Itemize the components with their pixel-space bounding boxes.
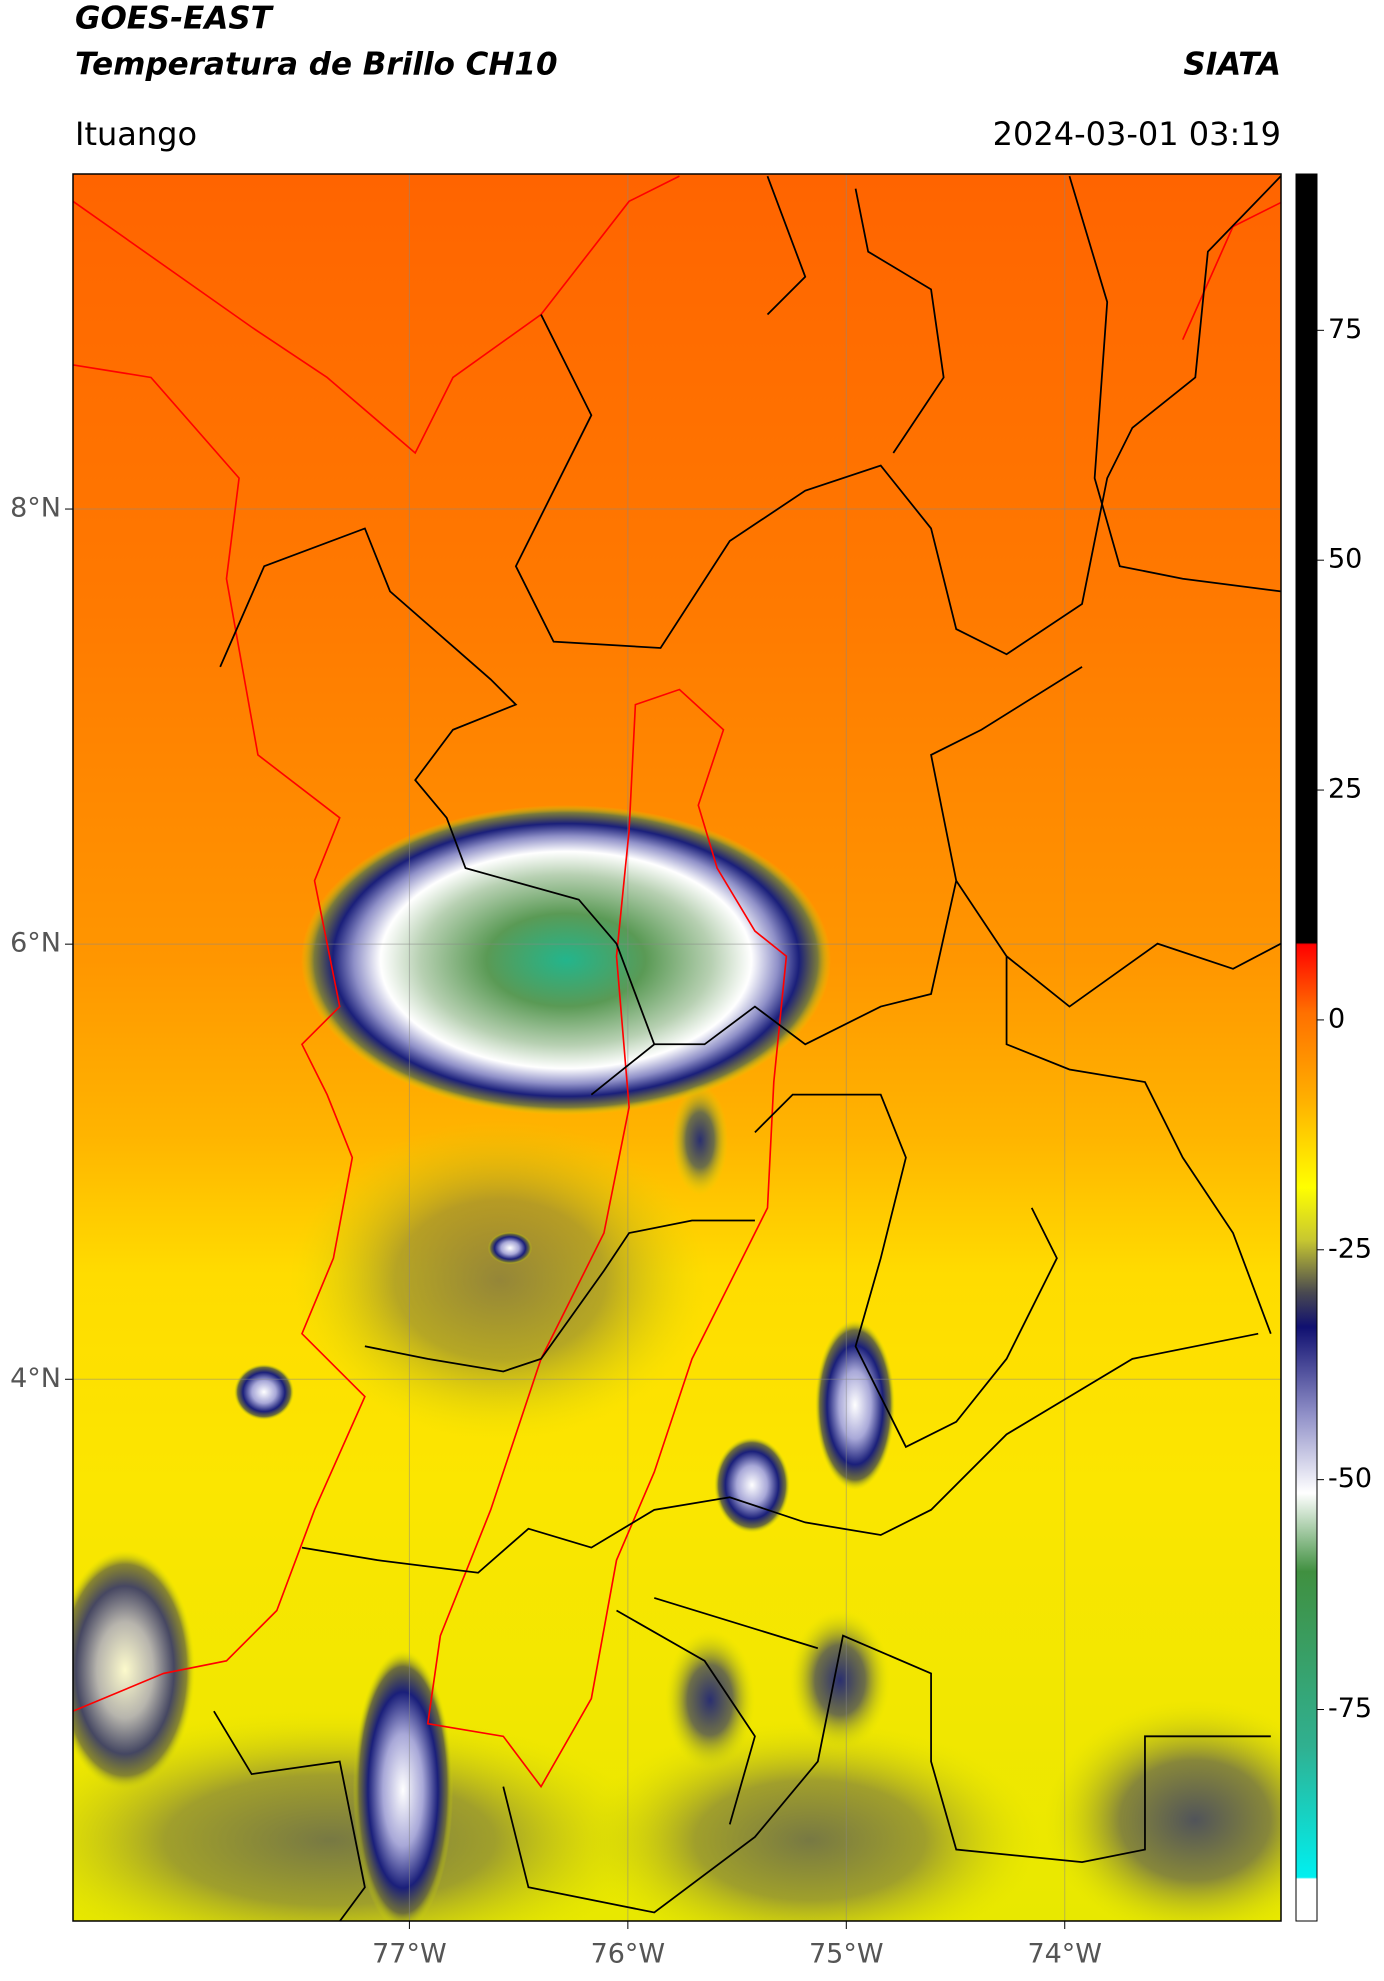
y-tick-label: 6°N (10, 928, 61, 959)
colorbar-ticks: 75 50 25 0 -25 -50 -75 (1317, 314, 1372, 1724)
title: GOES-EAST (75, 1, 275, 37)
x-tick-label: 75°W (809, 1939, 884, 1970)
colorbar-tick-label: 25 (1328, 774, 1362, 805)
colorbar-tick-label: 50 (1328, 544, 1362, 575)
cloud-field (73, 805, 1281, 1921)
axes: 77°W 76°W 75°W 74°W 8°N 6°N 4°N (10, 493, 1102, 1970)
datetime: 2024-03-01 03:19 (993, 115, 1281, 153)
colorbar-tick-label: 75 (1328, 314, 1362, 345)
x-tick-label: 74°W (1027, 1939, 1102, 1970)
location: Ituango (75, 115, 197, 153)
brand: SIATA (1183, 47, 1281, 83)
boundaries (73, 175, 1281, 1921)
map (73, 174, 1281, 1921)
y-tick-label: 8°N (10, 493, 61, 524)
y-tick-label: 4°N (10, 1363, 61, 1394)
grid (73, 174, 1281, 1921)
subtitle: Temperatura de Brillo CH10 (75, 47, 558, 83)
colorbar-tick-label: -25 (1328, 1233, 1372, 1264)
x-tick-label: 76°W (591, 1939, 666, 1970)
colorbar (1295, 173, 1318, 1922)
colorbar-tick-label: 0 (1328, 1003, 1345, 1034)
map-frame (72, 173, 1282, 1922)
colorbar-tick-label: -50 (1328, 1463, 1372, 1494)
colorbar-tick-label: -75 (1328, 1693, 1372, 1724)
x-tick-label: 77°W (372, 1939, 447, 1970)
